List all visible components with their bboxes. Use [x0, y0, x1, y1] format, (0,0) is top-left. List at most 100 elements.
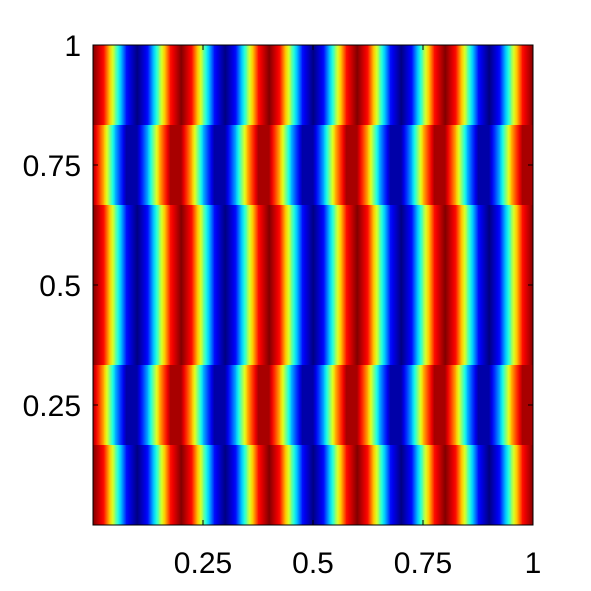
heatmap-cell — [236, 205, 248, 286]
heatmap-cell — [159, 125, 171, 206]
heatmap-cell — [137, 285, 149, 366]
heatmap-cell — [511, 45, 523, 126]
heatmap-cell — [489, 45, 501, 126]
heatmap-cell — [126, 285, 138, 366]
heatmap-cell — [522, 125, 534, 206]
heatmap-cell — [390, 45, 402, 126]
heatmap-cell — [203, 285, 215, 366]
heatmap-cell — [148, 125, 160, 206]
heatmap-cell — [445, 125, 457, 206]
heatmap-cell — [357, 445, 369, 526]
heatmap-cell — [181, 445, 193, 526]
heatmap-cell — [500, 45, 512, 126]
heatmap-cell — [434, 365, 446, 446]
heatmap-cell — [181, 285, 193, 366]
heatmap-cell — [280, 45, 292, 126]
heatmap-cell — [368, 125, 380, 206]
heatmap-cell — [379, 205, 391, 286]
heatmap-cell — [159, 205, 171, 286]
heatmap-cell — [324, 365, 336, 446]
x-tick-label: 1 — [525, 547, 542, 580]
heatmap-cell — [511, 205, 523, 286]
heatmap-cell — [258, 445, 270, 526]
heatmap-cell — [357, 45, 369, 126]
heatmap-cell — [423, 205, 435, 286]
heatmap-cell — [401, 125, 413, 206]
heatmap-cell — [181, 45, 193, 126]
heatmap-cell — [489, 365, 501, 446]
heatmap-cell — [324, 205, 336, 286]
heatmap-cell — [346, 45, 358, 126]
heatmap-cell — [335, 45, 347, 126]
heatmap-cell — [159, 45, 171, 126]
heatmap-cell — [203, 45, 215, 126]
heatmap-cell — [313, 285, 325, 366]
heatmap-cell — [467, 365, 479, 446]
heatmap-cell — [467, 445, 479, 526]
heatmap-cell — [423, 45, 435, 126]
heatmap-cell — [412, 205, 424, 286]
heatmap-cell — [247, 205, 259, 286]
heatmap-cell — [258, 365, 270, 446]
heatmap-cell — [357, 285, 369, 366]
heatmap-cell — [445, 445, 457, 526]
heatmap-cell — [368, 445, 380, 526]
heatmap-cell — [236, 365, 248, 446]
heatmap-cell — [115, 205, 127, 286]
heatmap-cell — [302, 445, 314, 526]
heatmap-cell — [104, 445, 116, 526]
heatmap-cell — [93, 45, 105, 126]
heatmap-cell — [401, 365, 413, 446]
heatmap-cell — [335, 365, 347, 446]
heatmap-cell — [225, 45, 237, 126]
heatmap-cell — [489, 125, 501, 206]
heatmap-cell — [181, 125, 193, 206]
heatmap-cell — [335, 125, 347, 206]
heatmap-cell — [324, 125, 336, 206]
heatmap-cell — [423, 365, 435, 446]
heatmap-cell — [126, 45, 138, 126]
heatmap-cell — [445, 45, 457, 126]
heatmap-cell — [335, 205, 347, 286]
heatmap-cell — [478, 125, 490, 206]
heatmap-cell — [214, 285, 226, 366]
heatmap-cell — [137, 365, 149, 446]
y-tick-label: 0.75 — [23, 150, 81, 183]
heatmap-cell — [170, 205, 182, 286]
heatmap-cell — [379, 445, 391, 526]
heatmap-cell — [467, 45, 479, 126]
heatmap-cell — [93, 125, 105, 206]
heatmap-cell — [324, 45, 336, 126]
x-tick-label: 0.75 — [394, 547, 452, 580]
heatmap-cell — [445, 365, 457, 446]
heatmap-cell — [368, 45, 380, 126]
heatmap-cell — [115, 125, 127, 206]
heatmap-cell — [423, 445, 435, 526]
heatmap-cell — [500, 365, 512, 446]
heatmap-cell — [324, 285, 336, 366]
heatmap-cell — [401, 45, 413, 126]
heatmap-cell — [269, 445, 281, 526]
heatmap-cell — [511, 445, 523, 526]
heatmap-cell — [214, 125, 226, 206]
heatmap-cell — [181, 205, 193, 286]
heatmap-cell — [148, 45, 160, 126]
heatmap-cell — [115, 365, 127, 446]
heatmap-cell — [390, 445, 402, 526]
heatmap-cell — [269, 365, 281, 446]
heatmap-cell — [467, 285, 479, 366]
heatmap-cell — [159, 285, 171, 366]
heatmap-cell — [192, 45, 204, 126]
heatmap-cell — [214, 365, 226, 446]
heatmap-cell — [280, 205, 292, 286]
heatmap-cell — [192, 285, 204, 366]
heatmap-cell — [104, 285, 116, 366]
heatmap-cell — [346, 285, 358, 366]
heatmap-cell — [280, 365, 292, 446]
heatmap-cell — [379, 285, 391, 366]
heatmap-cell — [313, 365, 325, 446]
heatmap-cell — [302, 45, 314, 126]
heatmap-cell — [126, 125, 138, 206]
heatmap-cell — [401, 445, 413, 526]
